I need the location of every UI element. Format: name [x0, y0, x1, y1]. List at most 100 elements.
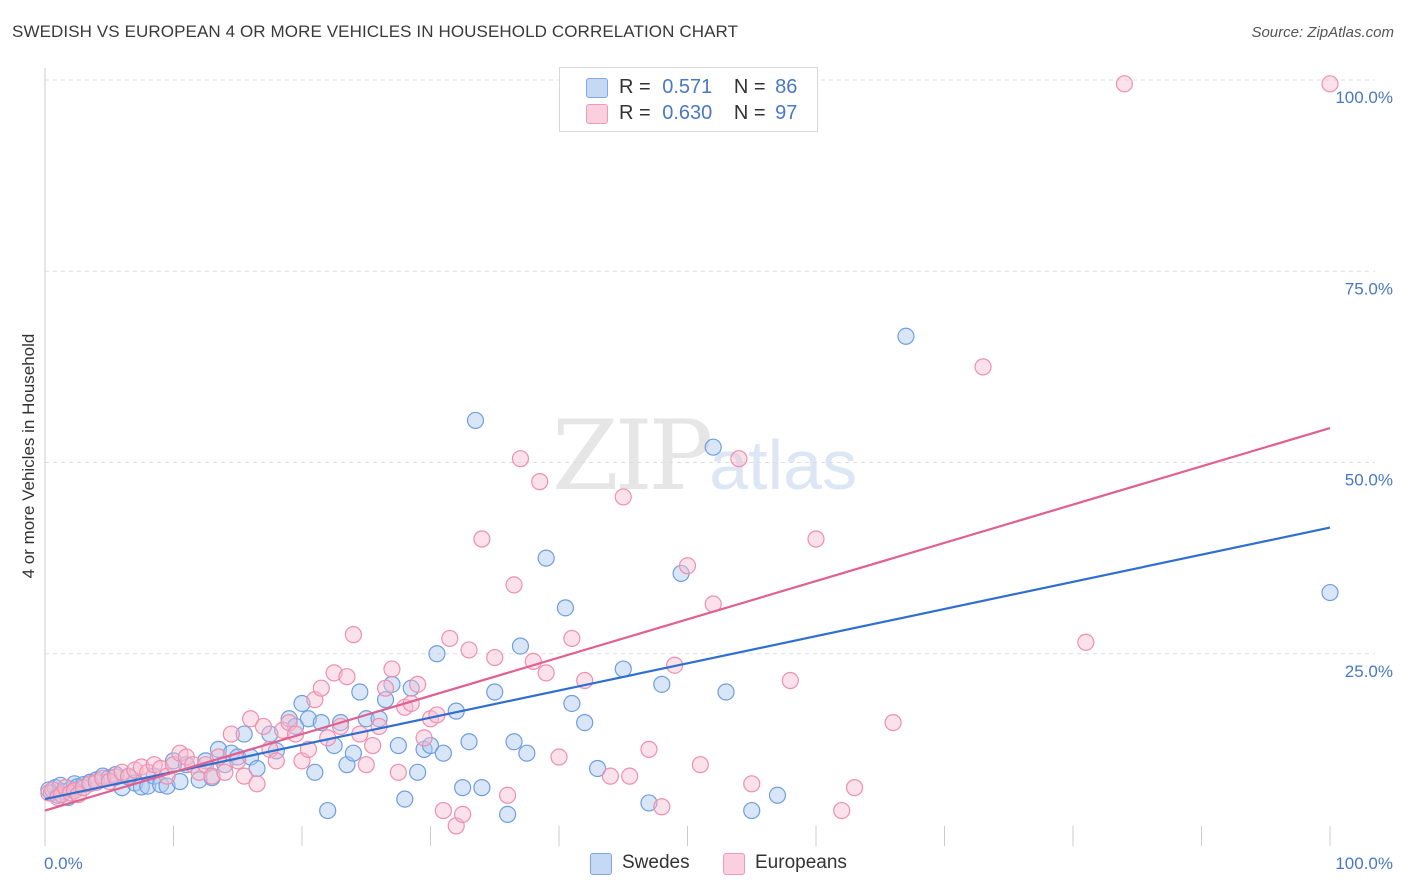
- point-swedes: [486, 683, 504, 701]
- legend-swatch-europeans: [586, 104, 608, 124]
- point-swedes: [235, 725, 253, 743]
- point-swedes: [518, 744, 536, 762]
- point-europeans: [242, 710, 260, 728]
- point-swedes: [576, 713, 594, 732]
- point-europeans: [222, 725, 240, 743]
- y-tick-label: 75.0%: [1345, 279, 1393, 298]
- point-swedes: [466, 411, 485, 430]
- point-europeans: [537, 664, 555, 682]
- point-europeans: [325, 664, 343, 682]
- point-swedes: [563, 694, 581, 713]
- point-swedes: [505, 733, 523, 751]
- legend-r-value: 0.630: [662, 102, 713, 124]
- point-swedes: [499, 805, 517, 824]
- chart-title: SWEDISH VS EUROPEAN 4 OR MORE VEHICLES I…: [12, 22, 739, 41]
- point-europeans: [691, 756, 709, 774]
- point-swedes: [351, 683, 369, 701]
- point-europeans: [357, 756, 375, 774]
- point-europeans: [884, 713, 902, 732]
- point-europeans: [511, 450, 530, 468]
- point-swedes: [511, 637, 530, 655]
- watermark-zip: ZIP: [552, 400, 713, 512]
- chart-source: Source: ZipAtlas.com: [1251, 24, 1394, 41]
- point-swedes: [588, 759, 607, 778]
- tick-labels: 25.0% 50.0% 75.0% 100.0% 0.0% 100.0%: [44, 88, 1393, 873]
- point-europeans: [434, 801, 452, 820]
- y-tick-label: 100.0%: [1335, 88, 1393, 107]
- trend-line-europeans: [44, 427, 1331, 812]
- point-swedes: [248, 759, 266, 778]
- point-europeans: [376, 679, 395, 697]
- point-swedes: [293, 694, 311, 713]
- legend-r-label: R =: [619, 76, 651, 98]
- point-swedes: [556, 599, 575, 617]
- point-europeans: [267, 752, 285, 770]
- point-swedes: [1321, 583, 1339, 602]
- point-swedes: [768, 786, 787, 804]
- legend-label-swedes: Swedes: [622, 852, 690, 873]
- point-swedes: [454, 779, 472, 797]
- point-europeans: [254, 717, 273, 736]
- point-swedes: [897, 327, 915, 345]
- point-europeans: [621, 767, 639, 785]
- y-tick-label: 50.0%: [1345, 471, 1393, 490]
- correlation-legend: R = 0.571 N = 86 R = 0.630 N = 97: [559, 67, 818, 132]
- point-europeans: [601, 767, 620, 785]
- point-europeans: [781, 671, 799, 690]
- point-swedes: [704, 438, 722, 456]
- point-swedes: [344, 744, 362, 762]
- watermark: ZIPatlas: [552, 400, 857, 512]
- point-europeans: [807, 530, 825, 548]
- point-europeans: [409, 675, 427, 693]
- legend-r-label: R =: [619, 102, 651, 124]
- point-europeans: [653, 798, 671, 816]
- point-europeans: [974, 358, 992, 376]
- legend-n-value: 97: [775, 102, 798, 124]
- x-tick-label: 100.0%: [1335, 854, 1393, 873]
- point-europeans: [678, 557, 697, 575]
- point-europeans: [730, 450, 748, 468]
- legend-n-label: N =: [733, 76, 766, 98]
- legend-r-value: 0.571: [662, 76, 713, 98]
- point-europeans: [383, 660, 401, 678]
- point-swedes: [171, 772, 189, 791]
- point-swedes: [306, 763, 324, 781]
- point-europeans: [1115, 75, 1134, 93]
- point-europeans: [505, 576, 523, 594]
- point-europeans: [216, 763, 234, 781]
- point-europeans: [312, 679, 330, 697]
- legend-label-europeans: Europeans: [755, 852, 847, 873]
- point-europeans: [1077, 633, 1095, 651]
- legend-swatch-swedes: [590, 853, 612, 875]
- point-europeans: [473, 530, 491, 548]
- trend-lines: [44, 427, 1331, 812]
- point-europeans: [531, 473, 549, 491]
- point-europeans: [441, 629, 459, 648]
- point-swedes: [460, 733, 478, 751]
- point-swedes: [299, 710, 318, 728]
- point-europeans: [486, 648, 504, 667]
- point-swedes: [158, 777, 176, 795]
- point-europeans: [833, 801, 851, 820]
- series-europeans-points: [40, 75, 1339, 835]
- y-axis-title: 4 or more Vehicles in Household: [19, 334, 38, 579]
- grid-lines: [45, 79, 1375, 655]
- point-europeans: [248, 775, 266, 793]
- point-europeans: [338, 668, 356, 686]
- point-europeans: [389, 763, 407, 781]
- point-europeans: [743, 775, 761, 793]
- axes: [44, 68, 1331, 846]
- point-europeans: [203, 767, 221, 785]
- point-swedes: [537, 549, 555, 567]
- y-tick-label: 25.0%: [1345, 662, 1393, 681]
- point-europeans: [845, 779, 864, 797]
- x-tick-label: 0.0%: [44, 854, 83, 873]
- point-europeans: [563, 629, 581, 648]
- point-europeans: [640, 740, 658, 758]
- point-europeans: [499, 786, 517, 804]
- point-europeans: [415, 729, 433, 747]
- point-europeans: [1321, 75, 1339, 93]
- legend-n-label: N =: [733, 102, 766, 124]
- legend-swatch-europeans: [723, 853, 745, 875]
